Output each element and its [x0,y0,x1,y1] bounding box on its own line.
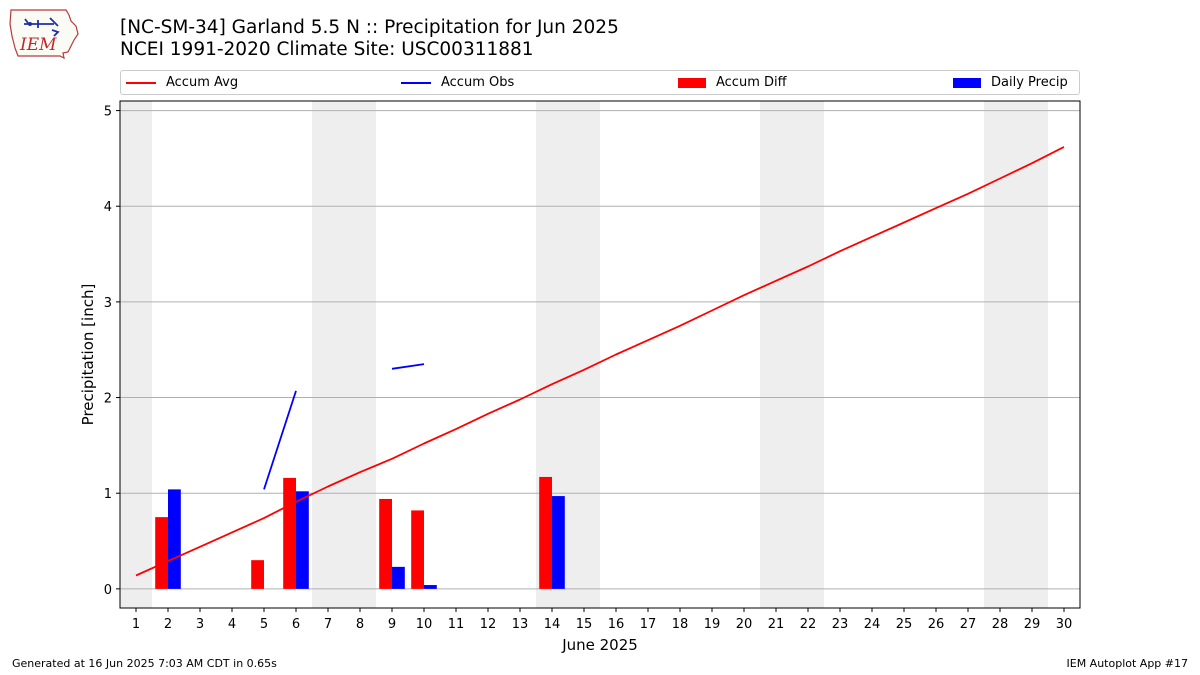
legend-swatch-daily-precip [953,77,981,88]
weather-station-icon [24,17,60,37]
x-tick-label-10: 10 [416,617,433,632]
x-tick-label-23: 23 [832,617,849,632]
bar-accum-diff-day-2 [155,517,168,589]
x-tick-label-9: 9 [388,617,396,632]
y-axis-label: Precipitation [inch] [79,284,97,426]
x-tick-label-29: 29 [1024,617,1041,632]
legend-label-accum-avg: Accum Avg [166,75,239,90]
y-tick-label-0: 0 [104,583,112,598]
x-tick-label-21: 21 [768,617,785,632]
legend-swatch-accum-diff [678,77,706,88]
logo-text: IEM [19,35,57,55]
legend-label-accum-diff: Accum Diff [716,75,787,90]
x-tick-label-8: 8 [356,617,364,632]
chart-legend: Accum Avg Accum Obs Accum Diff Daily Pre… [120,70,1080,95]
lines [135,146,1065,577]
bar-accum-diff-day-6 [283,477,296,589]
bar-accum-diff-day-14 [539,476,552,589]
y-tick-label-5: 5 [104,105,112,120]
x-tick-label-20: 20 [736,617,753,632]
weekend-band-4 [760,101,824,608]
bars [155,476,565,589]
line-accum-avg-segment-1 [135,146,1065,577]
y-tick-label-4: 4 [104,200,112,215]
x-tick-label-16: 16 [608,617,625,632]
grid-lines [120,110,1080,590]
bar-accum-diff-day-9 [379,498,392,589]
x-tick-label-27: 27 [960,617,977,632]
x-tick-label-14: 14 [544,617,561,632]
x-tick-label-15: 15 [576,617,593,632]
y-tick-label-1: 1 [104,487,112,502]
legend-item-daily-precip: Daily Precip [953,71,1068,94]
app-credit: IEM Autoplot App #17 [1066,657,1189,670]
x-tick-label-24: 24 [864,617,881,632]
legend-label-accum-obs: Accum Obs [441,75,515,90]
y-tick-label-2: 2 [104,392,112,407]
x-tick-label-25: 25 [896,617,913,632]
legend-swatch-accum-obs [401,81,431,84]
line-accum-obs-segment-1 [263,390,297,490]
x-tick-label-6: 6 [292,617,300,632]
x-tick-label-22: 22 [800,617,817,632]
x-tick-label-13: 13 [512,617,529,632]
x-tick-label-18: 18 [672,617,689,632]
generated-timestamp: Generated at 16 Jun 2025 7:03 AM CDT in … [12,657,277,670]
bar-daily-precip-day-6 [296,491,309,589]
y-tick-label-3: 3 [104,296,112,311]
line-accum-obs-segment-2 [391,363,425,370]
title-line-1: [NC-SM-34] Garland 5.5 N :: Precipitatio… [120,17,619,38]
legend-item-accum-diff: Accum Diff [678,71,787,94]
weekend-band-1 [120,101,152,608]
x-tick-label-4: 4 [228,617,236,632]
bar-daily-precip-day-2 [168,489,181,589]
x-tick-label-1: 1 [132,617,140,632]
x-axis-ticks: 1 2 3 4 5 6 7 8 9 10 11 12 13 14 15 16 17 18 19 20 21 22 23 24 2… [132,608,1072,632]
weekend-band-2 [312,101,376,608]
bar-daily-precip-day-14 [552,496,565,589]
bar-daily-precip-day-10 [424,585,437,589]
x-tick-label-17: 17 [640,617,657,632]
title-line-2: NCEI 1991-2020 Climate Site: USC00311881 [120,39,534,60]
x-tick-label-11: 11 [448,617,465,632]
weekend-band-5 [984,101,1048,608]
legend-item-accum-avg: Accum Avg [126,71,238,94]
x-tick-label-3: 3 [196,617,204,632]
y-axis-ticks: 0 1 2 3 4 5 [104,105,120,598]
bar-daily-precip-day-9 [392,566,405,589]
x-tick-label-5: 5 [260,617,268,632]
x-axis-label: June 2025 [561,636,638,654]
legend-swatch-accum-avg [126,81,156,84]
x-tick-label-2: 2 [164,617,172,632]
legend-item-accum-obs: Accum Obs [401,71,514,94]
bar-accum-diff-day-10 [411,510,424,589]
chart-title: [NC-SM-34] Garland 5.5 N :: Precipitatio… [120,17,619,61]
plot-area-frame [119,100,1081,609]
x-tick-label-7: 7 [324,617,332,632]
iem-logo: IEM [9,9,79,60]
weekend-shading [120,101,1048,608]
x-tick-label-12: 12 [480,617,497,632]
x-tick-label-26: 26 [928,617,945,632]
x-tick-label-28: 28 [992,617,1009,632]
legend-label-daily-precip: Daily Precip [991,75,1068,90]
bar-accum-diff-day-5 [251,560,264,589]
x-tick-label-19: 19 [704,617,721,632]
x-tick-label-30: 30 [1056,617,1073,632]
